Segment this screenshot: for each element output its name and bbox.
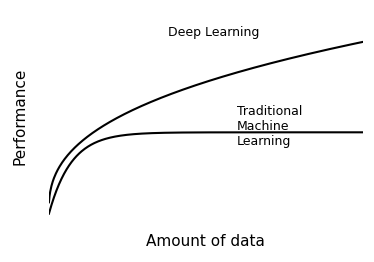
Text: Traditional
Machine
Learning: Traditional Machine Learning xyxy=(237,105,303,148)
Text: Deep Learning: Deep Learning xyxy=(168,26,260,39)
Text: Performance: Performance xyxy=(13,68,28,165)
Text: Amount of data: Amount of data xyxy=(146,234,265,249)
